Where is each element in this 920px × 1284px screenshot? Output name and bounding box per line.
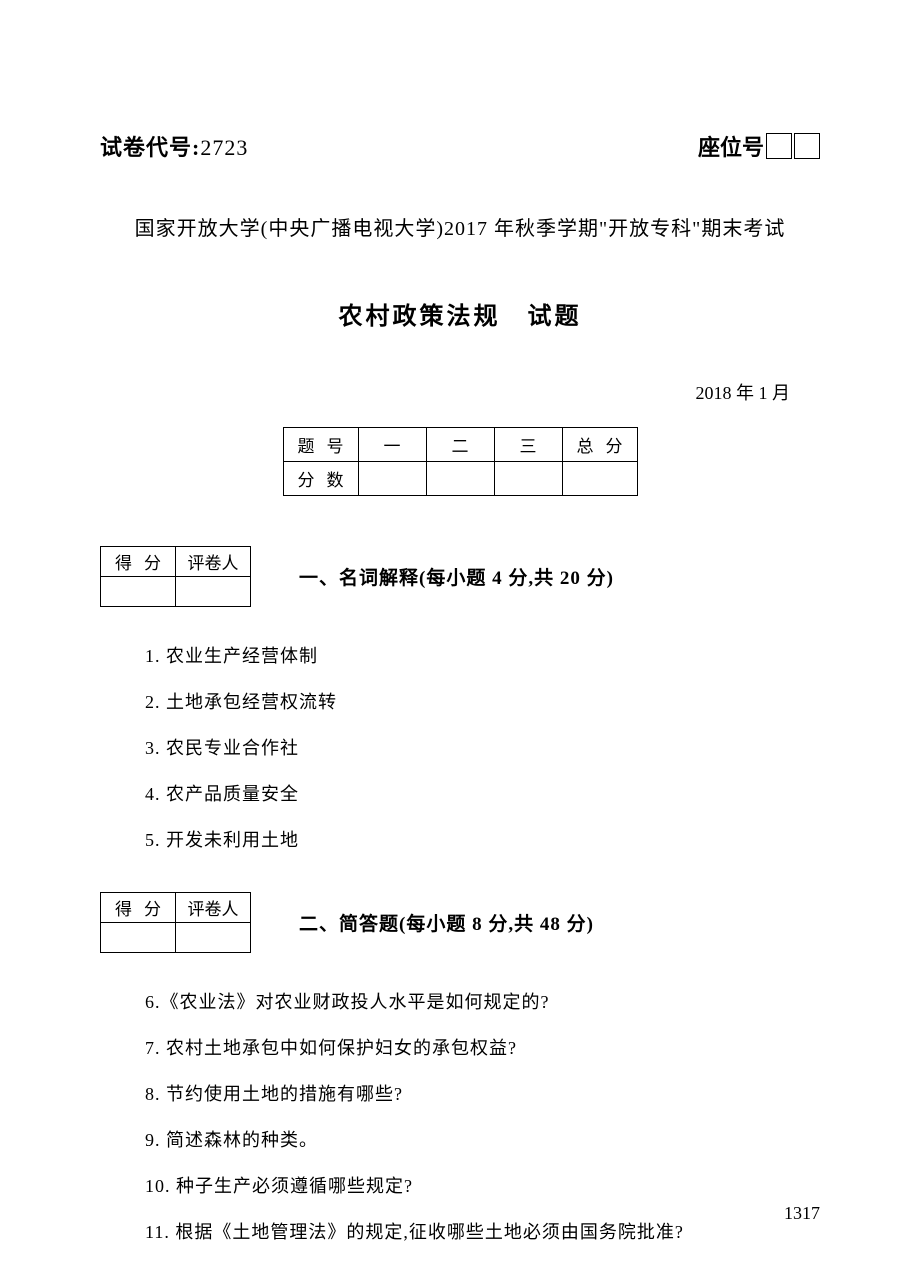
exam-date: 2018 年 1 月 <box>100 379 820 405</box>
question-item: 11. 根据《土地管理法》的规定,征收哪些土地必须由国务院批准? <box>145 1218 820 1244</box>
seat-label: 座位号 <box>698 130 764 162</box>
score-col-2: 二 <box>426 428 494 462</box>
score-total-cell <box>562 462 637 496</box>
score-row-label: 题号 <box>283 428 358 462</box>
question-item: 5. 开发未利用土地 <box>145 826 820 852</box>
question-item: 9. 简述森林的种类。 <box>145 1126 820 1152</box>
seat-number: 座位号 <box>698 130 820 162</box>
exam-title: 农村政策法规 试题 <box>100 296 820 331</box>
question-item: 4. 农产品质量安全 <box>145 780 820 806</box>
score-summary-table: 题号 一 二 三 总分 分数 <box>283 427 638 496</box>
question-item: 8. 节约使用土地的措施有哪些? <box>145 1080 820 1106</box>
score-total-label: 总分 <box>562 428 637 462</box>
score-col-1: 一 <box>358 428 426 462</box>
section2-questions: 6.《农业法》对农业财政投人水平是如何规定的? 7. 农村土地承包中如何保护妇女… <box>100 988 820 1244</box>
grader-table-1: 得分 评卷人 <box>100 546 251 607</box>
exam-code-label: 试卷代号: <box>100 135 200 160</box>
question-item: 6.《农业法》对农业财政投人水平是如何规定的? <box>145 988 820 1014</box>
grader-person-cell <box>176 577 251 607</box>
grader-person-label: 评卷人 <box>176 547 251 577</box>
university-line: 国家开放大学(中央广播电视大学)2017 年秋季学期"开放专科"期末考试 <box>100 212 820 241</box>
score-cell-1 <box>358 462 426 496</box>
section2-header: 得分 评卷人 二、简答题(每小题 8 分,共 48 分) <box>100 892 820 953</box>
grader-person-label: 评卷人 <box>176 893 251 923</box>
grader-table-2: 得分 评卷人 <box>100 892 251 953</box>
seat-box-1 <box>766 133 792 159</box>
section2-title: 二、简答题(每小题 8 分,共 48 分) <box>299 909 594 936</box>
exam-code-number: 2723 <box>200 135 248 160</box>
grader-person-cell <box>176 923 251 953</box>
question-item: 7. 农村土地承包中如何保护妇女的承包权益? <box>145 1034 820 1060</box>
grader-score-cell <box>101 923 176 953</box>
section1-header: 得分 评卷人 一、名词解释(每小题 4 分,共 20 分) <box>100 546 820 607</box>
question-item: 2. 土地承包经营权流转 <box>145 688 820 714</box>
seat-box-2 <box>794 133 820 159</box>
score-cell-3 <box>494 462 562 496</box>
exam-code: 试卷代号:2723 <box>100 130 248 162</box>
grader-score-cell <box>101 577 176 607</box>
grader-score-label: 得分 <box>101 893 176 923</box>
score-row2-label: 分数 <box>283 462 358 496</box>
section1-title: 一、名词解释(每小题 4 分,共 20 分) <box>299 563 614 590</box>
score-col-3: 三 <box>494 428 562 462</box>
question-item: 1. 农业生产经营体制 <box>145 642 820 668</box>
page-number: 1317 <box>784 1203 820 1224</box>
score-cell-2 <box>426 462 494 496</box>
question-item: 3. 农民专业合作社 <box>145 734 820 760</box>
header-row: 试卷代号:2723 座位号 <box>100 130 820 162</box>
section1-questions: 1. 农业生产经营体制 2. 土地承包经营权流转 3. 农民专业合作社 4. 农… <box>100 642 820 852</box>
question-item: 10. 种子生产必须遵循哪些规定? <box>145 1172 820 1198</box>
grader-score-label: 得分 <box>101 547 176 577</box>
